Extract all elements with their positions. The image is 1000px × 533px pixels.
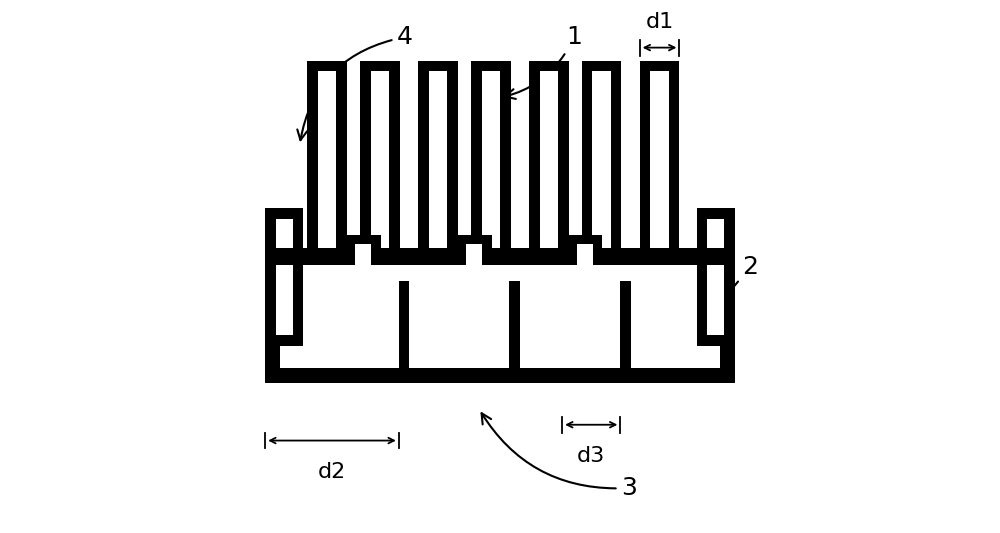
Bar	[265, 251, 735, 383]
Bar	[307, 61, 347, 251]
Bar	[280, 265, 720, 368]
Bar	[346, 235, 381, 264]
Text: d2: d2	[318, 462, 346, 482]
Bar	[509, 281, 520, 368]
Bar	[482, 71, 500, 251]
Text: 1: 1	[505, 25, 582, 99]
Bar	[276, 219, 293, 335]
Bar	[457, 235, 492, 264]
Text: 4: 4	[297, 25, 413, 140]
Bar	[429, 71, 447, 251]
Text: 3: 3	[482, 413, 637, 500]
Bar	[568, 235, 602, 264]
Bar	[592, 71, 611, 251]
Bar	[577, 244, 593, 264]
Bar	[540, 71, 558, 251]
Bar	[466, 244, 482, 264]
Text: d3: d3	[577, 446, 605, 466]
Bar	[466, 245, 482, 265]
Bar	[697, 208, 735, 345]
Bar	[650, 71, 669, 251]
Text: d1: d1	[645, 12, 674, 32]
Bar	[620, 281, 631, 368]
Bar	[582, 61, 621, 251]
Bar	[529, 61, 569, 251]
Bar	[640, 61, 679, 251]
Bar	[418, 61, 458, 251]
Bar	[265, 248, 735, 265]
Bar	[355, 245, 371, 265]
Bar	[360, 61, 400, 251]
Bar	[707, 219, 724, 335]
Bar	[265, 208, 303, 345]
Bar	[471, 61, 511, 251]
Bar	[399, 281, 409, 368]
Bar	[577, 245, 593, 265]
Text: 2: 2	[701, 254, 759, 326]
Bar	[371, 71, 389, 251]
Bar	[318, 71, 336, 251]
Bar	[355, 244, 371, 264]
